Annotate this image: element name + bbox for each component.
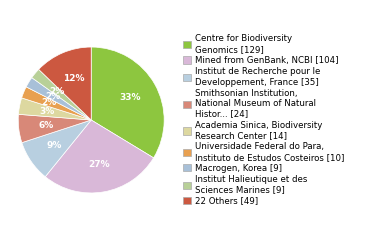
Text: 9%: 9% <box>46 141 62 150</box>
Text: 2%: 2% <box>45 92 60 101</box>
Wedge shape <box>32 69 91 120</box>
Text: 12%: 12% <box>63 74 84 83</box>
Wedge shape <box>22 120 91 177</box>
Text: 6%: 6% <box>39 121 54 130</box>
Wedge shape <box>91 47 164 158</box>
Wedge shape <box>39 47 91 120</box>
Text: 33%: 33% <box>120 93 141 102</box>
Wedge shape <box>22 87 91 120</box>
Text: 2%: 2% <box>49 87 64 96</box>
Text: 27%: 27% <box>88 160 110 169</box>
Wedge shape <box>45 120 154 193</box>
Wedge shape <box>19 98 91 120</box>
Wedge shape <box>18 114 91 143</box>
Text: 3%: 3% <box>39 107 54 116</box>
Text: 2%: 2% <box>42 98 57 107</box>
Legend: Centre for Biodiversity
Genomics [129], Mined from GenBank, NCBI [104], Institut: Centre for Biodiversity Genomics [129], … <box>183 35 344 205</box>
Wedge shape <box>26 78 91 120</box>
